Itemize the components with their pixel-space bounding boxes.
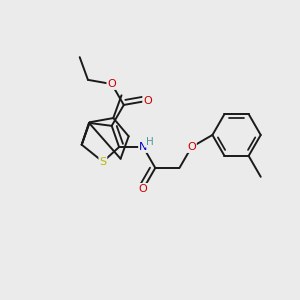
Text: O: O bbox=[139, 184, 148, 194]
Text: H: H bbox=[146, 137, 154, 147]
Text: O: O bbox=[107, 79, 116, 89]
Text: O: O bbox=[143, 96, 152, 106]
Text: S: S bbox=[99, 157, 106, 167]
Text: N: N bbox=[139, 142, 147, 152]
Text: O: O bbox=[187, 142, 196, 152]
